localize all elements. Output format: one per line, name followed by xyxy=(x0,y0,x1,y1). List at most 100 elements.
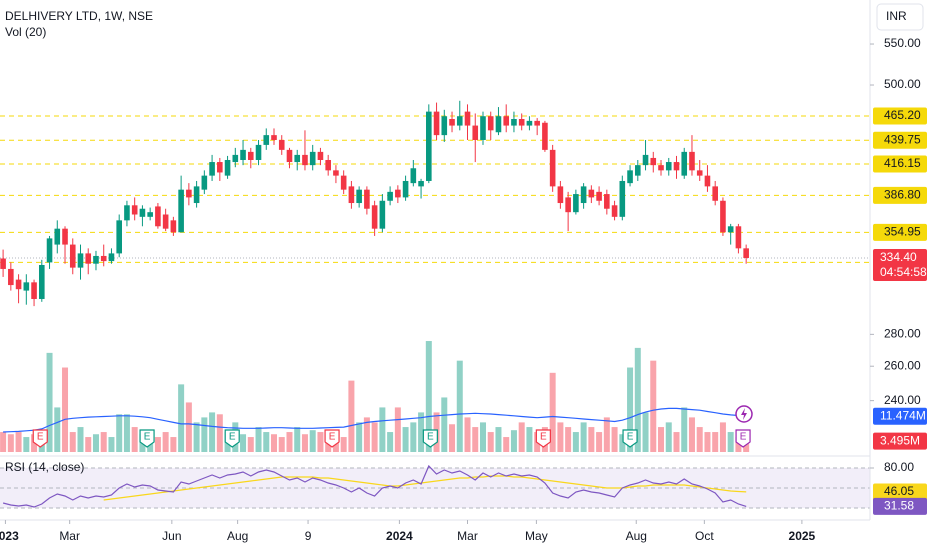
volume-bar xyxy=(62,367,69,452)
volume-bar xyxy=(301,434,308,452)
volume-bar xyxy=(116,414,123,452)
x-tick-label: May xyxy=(525,529,548,543)
rsi-ma-label: 46.05 xyxy=(884,484,914,498)
earnings-label: E xyxy=(329,432,336,443)
candle-body xyxy=(573,194,579,213)
rsi-title: RSI (14, close) xyxy=(5,460,84,474)
volume-bar xyxy=(92,434,99,452)
earnings-marker xyxy=(735,429,751,448)
volume-bar xyxy=(495,427,502,452)
currency-button[interactable] xyxy=(876,3,924,31)
volume-bar xyxy=(472,427,479,452)
candle-body xyxy=(371,205,378,229)
volume-bar xyxy=(240,434,247,452)
x-tick-label: 2023 xyxy=(0,529,19,543)
candle-body xyxy=(549,149,556,187)
volume-bar xyxy=(100,432,107,452)
last-price-label: 334.40 xyxy=(880,250,917,264)
volume-bar xyxy=(201,417,208,452)
volume-title: Vol (20) xyxy=(5,25,46,39)
volume-bar xyxy=(727,432,734,452)
candle-body xyxy=(673,162,680,171)
candle-body xyxy=(317,151,324,160)
candle-body xyxy=(356,189,362,204)
candle-body xyxy=(147,212,153,217)
chart-title: DELHIVERY LTD, 1W, NSE xyxy=(5,9,153,23)
earnings-marker xyxy=(139,429,155,448)
volume-bar xyxy=(46,352,53,452)
volume-bar xyxy=(271,434,278,452)
volume-bar xyxy=(286,432,293,452)
volume-bar xyxy=(441,397,448,452)
currency-label[interactable]: INR xyxy=(886,9,907,23)
x-tick-label: 9 xyxy=(305,529,312,543)
candle-body xyxy=(302,154,308,166)
volume-bar xyxy=(371,422,378,452)
candle-body xyxy=(170,220,177,233)
earnings-label: E xyxy=(144,432,151,443)
alert-icon[interactable] xyxy=(735,405,753,423)
candle-body xyxy=(23,282,30,291)
earnings-marker xyxy=(224,429,240,448)
rsi-label: 31.58 xyxy=(884,499,914,513)
volume-bar xyxy=(557,422,564,452)
x-tick-label: Mar xyxy=(457,529,478,543)
level-label-box xyxy=(873,107,927,125)
candle-body xyxy=(689,151,695,171)
volume-bar xyxy=(743,441,750,452)
earnings-marker xyxy=(622,429,638,448)
volume-bar xyxy=(503,437,510,452)
candle-body xyxy=(565,197,571,213)
candle-body xyxy=(186,189,192,198)
alert-bolt[interactable] xyxy=(741,408,747,420)
volume-bar xyxy=(688,417,695,452)
candle-body xyxy=(387,191,393,201)
candle-body xyxy=(395,189,401,198)
candle-body xyxy=(348,186,355,204)
candle-body xyxy=(247,151,254,160)
earnings-marker xyxy=(324,429,340,448)
candle-body xyxy=(604,194,610,209)
volume-bar xyxy=(619,434,626,452)
candle-body xyxy=(85,253,92,264)
rsi-ma-box xyxy=(873,483,927,501)
earnings-label: E xyxy=(740,432,747,443)
earnings-label: E xyxy=(540,432,547,443)
candle-body xyxy=(634,165,641,176)
candle-body xyxy=(464,111,471,126)
volume-ma-box xyxy=(873,407,927,425)
earnings-label: E xyxy=(229,432,236,443)
candle-body xyxy=(426,111,432,181)
volume-bar xyxy=(650,360,657,452)
candle-body xyxy=(596,191,602,201)
volume-bar xyxy=(449,424,456,452)
candle-body xyxy=(441,116,448,136)
candle-body xyxy=(627,170,633,184)
candle-body xyxy=(62,228,68,245)
candle-body xyxy=(534,120,540,126)
candle-body xyxy=(456,116,463,126)
candle-body xyxy=(116,220,122,254)
candle-body xyxy=(46,238,53,263)
candle-body xyxy=(364,189,370,209)
candle-body xyxy=(402,180,409,198)
candle-body xyxy=(240,149,246,160)
x-tick-label: Oct xyxy=(695,529,714,543)
level-label: 465.20 xyxy=(884,108,921,122)
x-tick-label: 2025 xyxy=(789,529,816,543)
candle-body xyxy=(15,279,22,290)
volume-bar xyxy=(356,422,363,452)
candle-body xyxy=(665,162,672,171)
volume-bar xyxy=(696,427,703,452)
x-tick-label: Mar xyxy=(59,529,80,543)
candle-body xyxy=(294,154,301,163)
candle-body xyxy=(720,200,726,233)
rsi-box xyxy=(873,497,927,515)
volume-bar xyxy=(596,432,603,452)
rsi-tick-label: 80.00 xyxy=(884,460,914,474)
volume-last-box xyxy=(873,432,927,450)
candle-body xyxy=(712,186,718,201)
candle-body xyxy=(54,228,61,245)
volume-bar xyxy=(549,372,556,452)
earnings-marker xyxy=(32,429,48,448)
